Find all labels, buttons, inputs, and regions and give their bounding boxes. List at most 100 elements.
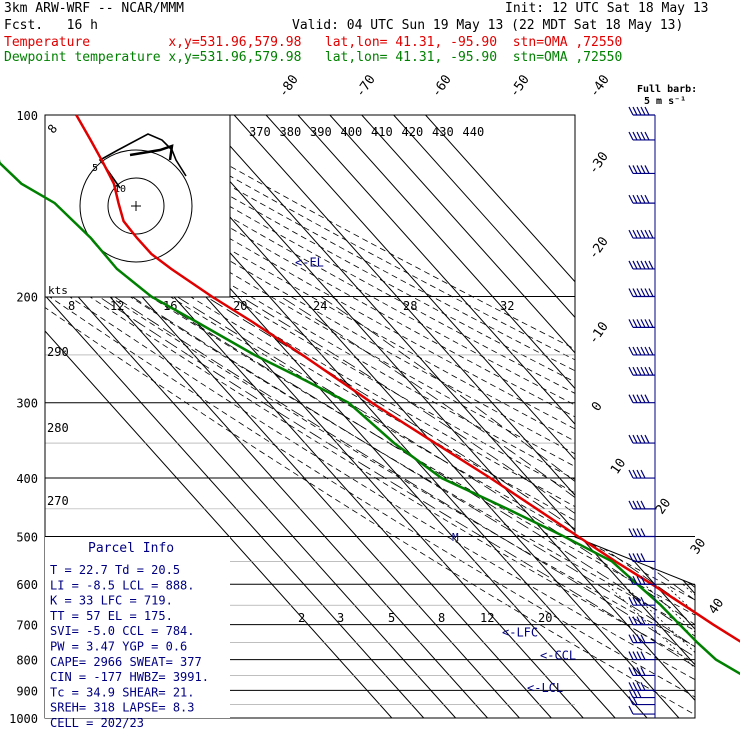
pressure-tick-label: 100 [16, 109, 38, 123]
level-marker: <-EL [295, 256, 324, 270]
pressure-tick-label: 400 [16, 472, 38, 486]
pressure-tick-label: 800 [16, 654, 38, 668]
isotherm-label: -60 [429, 72, 455, 100]
theta-e-label: 440 [463, 125, 485, 139]
theta-e-label: 400 [341, 125, 363, 139]
wind-barb [628, 229, 655, 239]
mixing-ratio-label: 12 [110, 299, 124, 313]
parcel-info-row: CAPE= 2966 SWEAT= 377 [50, 655, 202, 669]
wind-barb [628, 469, 655, 479]
isotherm-label: 40 [706, 596, 727, 617]
mixing-ratio-label: 20 [233, 299, 247, 313]
wind-barb [628, 634, 655, 644]
pressure-tick-label: 600 [16, 578, 38, 592]
parcel-info-row: SREH= 318 LAPSE= 8.3 [50, 701, 195, 715]
wind-barb [628, 434, 655, 444]
pressure-tick-label: 700 [16, 619, 38, 633]
pressure-tick-label: 900 [16, 684, 38, 698]
hodograph-ring-label: 5 [92, 163, 98, 174]
level-marker: <-LFC [502, 626, 538, 640]
theta-e-label: 430 [432, 125, 454, 139]
isotherm-label: -20 [586, 234, 612, 262]
parcel-info-row: TT = 57 EL = 175. [50, 609, 173, 623]
wind-barb [628, 394, 655, 404]
isotherm [233, 115, 695, 718]
mixing-ratio-label: 24 [313, 299, 327, 313]
wind-barb [628, 667, 655, 677]
isotherm [45, 115, 456, 718]
isotherm [425, 115, 695, 718]
level-marker: <-LCL [527, 681, 563, 695]
theta-e-label: 380 [280, 125, 302, 139]
hodograph-ring [107, 177, 165, 235]
wind-barb [628, 596, 655, 606]
mixing-ratio-label: 8 [438, 611, 445, 625]
mixing-ratio-line [606, 583, 695, 718]
pressure-tick-label: 1000 [9, 712, 38, 726]
hodograph-units: kts [48, 284, 68, 297]
isotherm-label: -30 [586, 149, 612, 177]
parcel-info-row: CIN = -177 HWBZ= 3991. [50, 670, 209, 684]
hodograph [44, 114, 231, 298]
level-marker: <-CCL [540, 648, 576, 662]
temperature-trace [75, 114, 740, 643]
wind-barb [628, 651, 655, 661]
mixing-ratio-label: 5 [388, 611, 395, 625]
isotherm [297, 115, 695, 718]
wind-barb [628, 553, 655, 563]
dewpoint-trace [0, 159, 740, 676]
isotherm-label: 10 [608, 456, 629, 477]
wind-barb [628, 616, 655, 626]
hodograph-ring-label: 10 [114, 184, 126, 195]
parcel-info-row: PW = 3.47 YGP = 0.6 [50, 640, 187, 654]
isotherm-label: -10 [586, 319, 612, 347]
wind-barb [628, 288, 655, 298]
parcel-info-title: Parcel Info [88, 541, 174, 556]
level-marker: M [452, 531, 459, 544]
mixing-ratio-line [664, 583, 695, 718]
wind-barb [628, 319, 655, 328]
wind-barb [628, 194, 655, 204]
wind-barb [628, 346, 655, 356]
isotherm-label: -40 [587, 72, 613, 100]
mixing-ratio-label: 12 [480, 611, 494, 625]
isotherm [265, 115, 695, 718]
wind-barb [628, 575, 655, 585]
parcel-info-row: Tc = 34.9 SHEAR= 21. [50, 685, 195, 699]
isotherm [45, 115, 393, 718]
theta-label: 270 [47, 494, 69, 508]
wind-barb [628, 705, 655, 715]
dewpoint-legend: Dewpoint temperature x,y=531.96,579.98 l… [4, 50, 623, 65]
valid-time: Valid: 04 UTC Sun 19 May 13 (22 MDT Sat … [292, 18, 684, 33]
forecast-hour: Fcst. 16 h [4, 18, 98, 33]
mixing-ratio-label: 3 [337, 611, 344, 625]
parcel-info-row: K = 33 LFC = 719. [50, 594, 173, 608]
moist-adiabat [152, 296, 695, 718]
mixing-ratio-label: 32 [500, 299, 514, 313]
wind-barb [628, 500, 655, 510]
hodograph-ring [79, 149, 193, 263]
wind-barb [628, 682, 655, 692]
isotherm [45, 115, 488, 718]
wind-barb [628, 260, 655, 270]
parcel-info-row: SVI= -5.0 CCL = 784. [50, 624, 195, 638]
wind-barb [628, 106, 655, 116]
parcel-info-row: CELL = 202/23 [50, 716, 144, 730]
wind-barb [628, 131, 655, 141]
isotherm-label: -50 [507, 72, 533, 100]
pressure-tick-label: 500 [16, 530, 38, 544]
isotherm-label: 30 [688, 536, 709, 557]
barb-legend-value: 5 m s⁻¹ [644, 96, 686, 107]
pressure-tick-label: 300 [16, 397, 38, 411]
parcel-info-row: T = 22.7 Td = 20.5 [50, 563, 180, 577]
isotherm [169, 115, 695, 718]
isotherm-label: -80 [276, 72, 302, 100]
theta-label: 280 [47, 421, 69, 435]
isotherm [45, 115, 425, 718]
temperature-legend: Temperature x,y=531.96,579.98 lat,lon= 4… [4, 35, 623, 50]
wind-barb [628, 165, 655, 175]
isotherm [201, 115, 695, 718]
init-time: Init: 12 UTC Sat 18 May 13 [505, 1, 709, 16]
theta-e-label: 370 [249, 125, 271, 139]
